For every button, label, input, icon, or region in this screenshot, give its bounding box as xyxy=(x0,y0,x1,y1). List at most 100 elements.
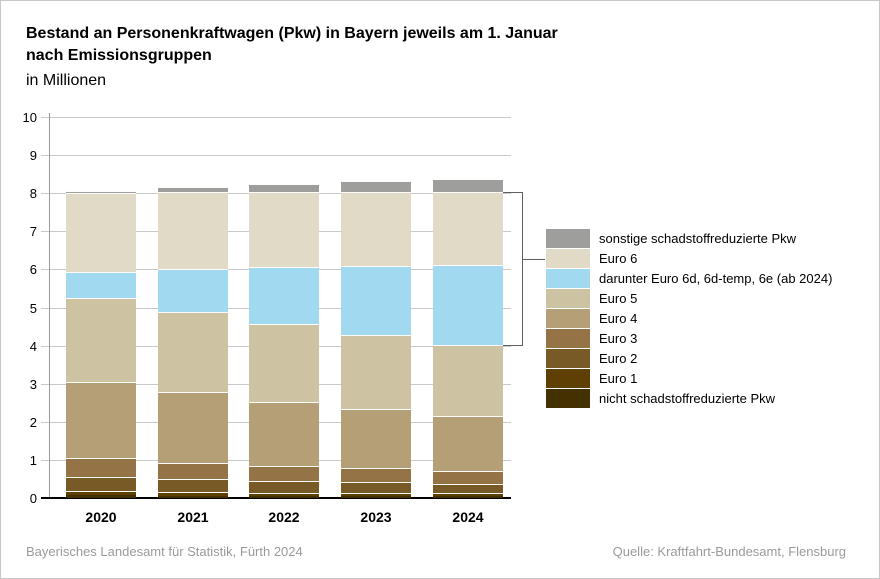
bar-segment-2022-euro-4 xyxy=(249,401,319,467)
bar-segment-2024-darunter-euro-6d-6d-temp-6e-ab-2024 xyxy=(433,265,503,346)
bracket-top-tick xyxy=(503,192,523,193)
y-axis-tick-label: 4 xyxy=(29,339,37,354)
y-axis-tick-label: 3 xyxy=(29,377,37,392)
chart-subtitle: in Millionen xyxy=(26,72,107,89)
bar-segment-2021-euro-1 xyxy=(158,491,228,496)
footer-source: Quelle: Kraftfahrt-Bundesamt, Flensburg xyxy=(612,544,846,559)
bar-segment-2023-euro-5 xyxy=(341,334,411,409)
gridline-y10 xyxy=(41,117,511,118)
bracket-legend-connector xyxy=(522,259,545,260)
bar-segment-2020-euro-5 xyxy=(66,297,136,382)
bar-segment-2023-euro-3 xyxy=(341,468,411,483)
legend-label: sonstige schadstoffreduzierte Pkw xyxy=(599,231,797,246)
bar-segment-2022-euro-1 xyxy=(249,492,319,496)
legend-swatch-icon xyxy=(546,329,590,348)
bar-segment-2022-euro-6 xyxy=(249,192,319,268)
legend-label: Euro 5 xyxy=(599,291,638,306)
gridline-y9 xyxy=(41,155,511,156)
legend-swatch-icon xyxy=(546,369,590,388)
y-axis-tick-label: 5 xyxy=(29,301,37,316)
x-axis xyxy=(41,497,511,499)
bracket-vertical xyxy=(522,192,523,345)
bar-segment-2023-euro-4 xyxy=(341,408,411,469)
legend-label: Euro 2 xyxy=(599,351,638,366)
x-axis-label-2022: 2022 xyxy=(268,509,300,525)
bar-segment-2024-euro-3 xyxy=(433,470,503,485)
bar-segment-2020-nicht-schadstoffreduzierte-pkw xyxy=(66,495,136,498)
bar-segment-2020-euro-1 xyxy=(66,490,136,496)
y-axis-tick-label: 0 xyxy=(29,491,37,506)
bar-segment-2020-euro-3 xyxy=(66,457,136,477)
bar-segment-2021-sonstige-schadstoffreduzierte-pkw xyxy=(158,187,228,193)
legend-label: Euro 6 xyxy=(599,251,638,266)
y-axis-tick-label: 8 xyxy=(29,186,37,201)
bar-segment-2020-euro-6 xyxy=(66,193,136,273)
bar-segment-2022-darunter-euro-6d-6d-temp-6e-ab-2024 xyxy=(249,267,319,325)
legend-swatch-icon xyxy=(546,269,590,288)
bar-segment-2024-euro-2 xyxy=(433,484,503,494)
x-axis-label-2023: 2023 xyxy=(360,509,392,525)
legend-item-sonstige-schadstoffreduzierte-pkw: sonstige schadstoffreduzierte Pkw xyxy=(546,229,832,248)
bar-segment-2021-euro-5 xyxy=(158,312,228,393)
legend-swatch-icon xyxy=(546,289,590,308)
footer-publisher: Bayerisches Landesamt für Statistik, Für… xyxy=(26,544,303,559)
x-axis-label-2024: 2024 xyxy=(452,509,484,525)
legend-item-euro-6: Euro 6 xyxy=(546,249,832,268)
y-axis-tick-label: 10 xyxy=(22,110,37,125)
bar-segment-2020-euro-2 xyxy=(66,476,136,491)
bar-segment-2021-euro-3 xyxy=(158,462,228,479)
legend-label: Euro 3 xyxy=(599,331,638,346)
y-axis-tick-label: 9 xyxy=(29,148,37,163)
bar-segment-2023-euro-6 xyxy=(341,192,411,266)
legend-label: Euro 4 xyxy=(599,311,638,326)
bar-segment-2021-euro-4 xyxy=(158,392,228,463)
legend-item-euro-4: Euro 4 xyxy=(546,309,832,328)
bar-segment-2021-darunter-euro-6d-6d-temp-6e-ab-2024 xyxy=(158,269,228,313)
bar-segment-2021-euro-6 xyxy=(158,192,228,270)
legend-item-euro-1: Euro 1 xyxy=(546,369,832,388)
y-axis xyxy=(49,113,50,498)
legend-item-euro-5: Euro 5 xyxy=(546,289,832,308)
legend-item-euro-2: Euro 2 xyxy=(546,349,832,368)
legend-item-euro-3: Euro 3 xyxy=(546,329,832,348)
chart-title: Bestand an Personenkraftwagen (Pkw) in B… xyxy=(26,25,558,64)
bar-segment-2021-euro-2 xyxy=(158,478,228,492)
x-axis-label-2020: 2020 xyxy=(85,509,117,525)
bar-segment-2023-euro-1 xyxy=(341,493,411,497)
y-axis-tick-label: 2 xyxy=(29,415,37,430)
bar-segment-2024-euro-4 xyxy=(433,416,503,471)
bar-segment-2023-darunter-euro-6d-6d-temp-6e-ab-2024 xyxy=(341,265,411,335)
legend-swatch-icon xyxy=(546,349,590,368)
bracket-bottom-tick xyxy=(503,345,523,346)
bar-segment-2023-sonstige-schadstoffreduzierte-pkw xyxy=(341,181,411,193)
bar-segment-2024-euro-1 xyxy=(433,493,503,497)
y-axis-tick-label: 1 xyxy=(29,453,37,468)
y-axis-tick-label: 7 xyxy=(29,224,37,239)
bar-segment-2023-nicht-schadstoffreduzierte-pkw xyxy=(341,496,411,498)
legend-swatch-icon xyxy=(546,229,590,248)
legend-label: nicht schadstoffreduzierte Pkw xyxy=(599,391,776,406)
bar-segment-2023-euro-2 xyxy=(341,482,411,494)
legend-label: Euro 1 xyxy=(599,371,638,386)
legend-label: darunter Euro 6d, 6d-temp, 6e (ab 2024) xyxy=(599,271,833,286)
bar-segment-2024-euro-6 xyxy=(433,192,503,266)
bar-segment-2020-darunter-euro-6d-6d-temp-6e-ab-2024 xyxy=(66,272,136,298)
legend-swatch-icon xyxy=(546,309,590,328)
x-axis-label-2021: 2021 xyxy=(177,509,209,525)
bar-segment-2022-nicht-schadstoffreduzierte-pkw xyxy=(249,495,319,498)
bar-segment-2024-nicht-schadstoffreduzierte-pkw xyxy=(433,496,503,498)
bar-segment-2022-euro-3 xyxy=(249,466,319,481)
bar-segment-2021-nicht-schadstoffreduzierte-pkw xyxy=(158,495,228,498)
legend-item-darunter-euro-6d-6d-temp-6e-ab-2024: darunter Euro 6d, 6d-temp, 6e (ab 2024) xyxy=(546,269,832,288)
y-axis-tick-label: 6 xyxy=(29,262,37,277)
bar-segment-2022-euro-5 xyxy=(249,324,319,402)
legend-swatch-icon xyxy=(546,389,590,408)
bar-segment-2024-euro-5 xyxy=(433,345,503,417)
bar-segment-2024-sonstige-schadstoffreduzierte-pkw xyxy=(433,179,503,193)
bar-segment-2022-sonstige-schadstoffreduzierte-pkw xyxy=(249,184,319,193)
legend: sonstige schadstoffreduzierte Pkw Euro 6 d… xyxy=(546,229,832,409)
bar-segment-2020-euro-4 xyxy=(66,381,136,458)
legend-item-nicht-schadstoffreduzierte-pkw: nicht schadstoffreduzierte Pkw xyxy=(546,389,832,408)
